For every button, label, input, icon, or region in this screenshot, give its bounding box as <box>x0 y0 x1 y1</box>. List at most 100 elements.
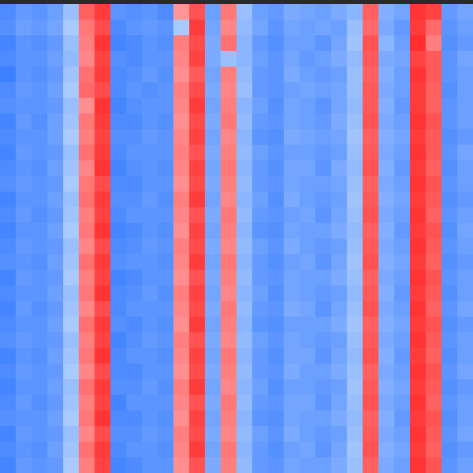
heatmap-cell <box>110 332 127 349</box>
heatmap-cell <box>283 379 301 396</box>
heatmap-cell <box>362 394 379 412</box>
heatmap-cell <box>378 144 395 161</box>
heatmap-cell <box>78 160 96 177</box>
heatmap-cell <box>362 332 379 349</box>
heatmap-cell <box>94 4 111 21</box>
heatmap-cell <box>409 379 427 396</box>
heatmap-cell <box>126 191 143 208</box>
heatmap-cell <box>283 254 301 271</box>
heatmap-cell <box>299 301 316 318</box>
heatmap-cell <box>0 347 17 365</box>
heatmap-cell <box>15 97 33 115</box>
heatmap-cell <box>299 129 316 146</box>
heatmap-cell <box>189 254 206 271</box>
heatmap-cell <box>441 316 458 333</box>
heatmap-cell <box>189 82 206 99</box>
heatmap-cell <box>15 426 33 443</box>
heatmap-cell <box>189 207 206 224</box>
heatmap-cell <box>189 222 206 240</box>
heatmap-cell <box>0 254 17 271</box>
heatmap-cell <box>394 457 411 473</box>
heatmap-cell <box>94 410 111 427</box>
heatmap-cell <box>315 379 332 396</box>
heatmap-cell <box>346 82 364 99</box>
heatmap-cell <box>409 238 427 255</box>
heatmap-cell <box>362 301 379 318</box>
heatmap-cell <box>173 144 190 161</box>
heatmap-cell <box>252 191 269 208</box>
heatmap-cell <box>204 285 222 302</box>
heatmap-cell <box>78 410 96 427</box>
heatmap-cell <box>31 113 48 130</box>
heatmap-cell <box>78 4 96 21</box>
heatmap-cell <box>220 82 238 99</box>
heatmap-cell <box>283 394 301 412</box>
heatmap-cell <box>126 175 143 193</box>
heatmap-cell <box>425 238 443 255</box>
heatmap-cell <box>331 19 348 36</box>
heatmap-cell <box>441 285 458 302</box>
heatmap-cell <box>15 19 33 36</box>
heatmap-cell <box>94 347 111 365</box>
heatmap-cell <box>15 316 33 333</box>
heatmap-cell <box>63 19 80 36</box>
heatmap-cell <box>189 238 206 255</box>
heatmap-cell <box>141 316 159 333</box>
heatmap-cell <box>220 175 238 193</box>
heatmap-cell <box>315 50 332 68</box>
heatmap-cell <box>331 301 348 318</box>
heatmap-cell <box>31 144 48 161</box>
heatmap-cell <box>252 426 269 443</box>
heatmap-cell <box>378 269 395 286</box>
heatmap-cell <box>220 394 238 412</box>
heatmap-cell <box>394 144 411 161</box>
heatmap-cell <box>189 332 206 349</box>
heatmap-cell <box>362 254 379 271</box>
heatmap-cell <box>283 269 301 286</box>
heatmap-cell <box>346 379 364 396</box>
heatmap-cell <box>457 19 473 36</box>
heatmap-cell <box>331 113 348 130</box>
heatmap-cell <box>173 19 190 36</box>
heatmap-cell <box>157 97 175 115</box>
heatmap-cell <box>441 379 458 396</box>
heatmap-cell <box>110 82 127 99</box>
heatmap-cell <box>157 144 175 161</box>
heatmap-cell <box>31 238 48 255</box>
heatmap-cell <box>173 175 190 193</box>
heatmap-cell <box>378 347 395 365</box>
heatmap-cell <box>315 238 332 255</box>
heatmap-cell <box>31 332 48 349</box>
heatmap-cell <box>47 285 64 302</box>
heatmap-cell <box>141 379 159 396</box>
heatmap-cell <box>346 129 364 146</box>
heatmap-cell <box>331 316 348 333</box>
heatmap-cell <box>252 113 269 130</box>
heatmap-cell <box>457 222 473 240</box>
heatmap-cell <box>394 441 411 458</box>
heatmap-cell <box>157 301 175 318</box>
heatmap-cell <box>394 97 411 115</box>
heatmap-cell <box>441 426 458 443</box>
heatmap-cell <box>220 160 238 177</box>
heatmap-cell <box>315 332 332 349</box>
heatmap-cell <box>441 160 458 177</box>
heatmap-cell <box>78 316 96 333</box>
heatmap-cell <box>0 379 17 396</box>
heatmap-cell <box>425 160 443 177</box>
heatmap-cell <box>94 363 111 380</box>
heatmap-cell <box>110 441 127 458</box>
heatmap-cell <box>299 379 316 396</box>
heatmap-cell <box>346 4 364 21</box>
heatmap-cell <box>110 426 127 443</box>
heatmap-cell <box>15 332 33 349</box>
heatmap-cell <box>204 347 222 365</box>
heatmap-cell <box>47 144 64 161</box>
heatmap-cell <box>346 191 364 208</box>
heatmap-cell <box>425 332 443 349</box>
heatmap-cell <box>331 66 348 83</box>
heatmap-cell <box>457 285 473 302</box>
heatmap-cell <box>63 160 80 177</box>
heatmap-cell <box>236 66 253 83</box>
heatmap-cell <box>220 316 238 333</box>
